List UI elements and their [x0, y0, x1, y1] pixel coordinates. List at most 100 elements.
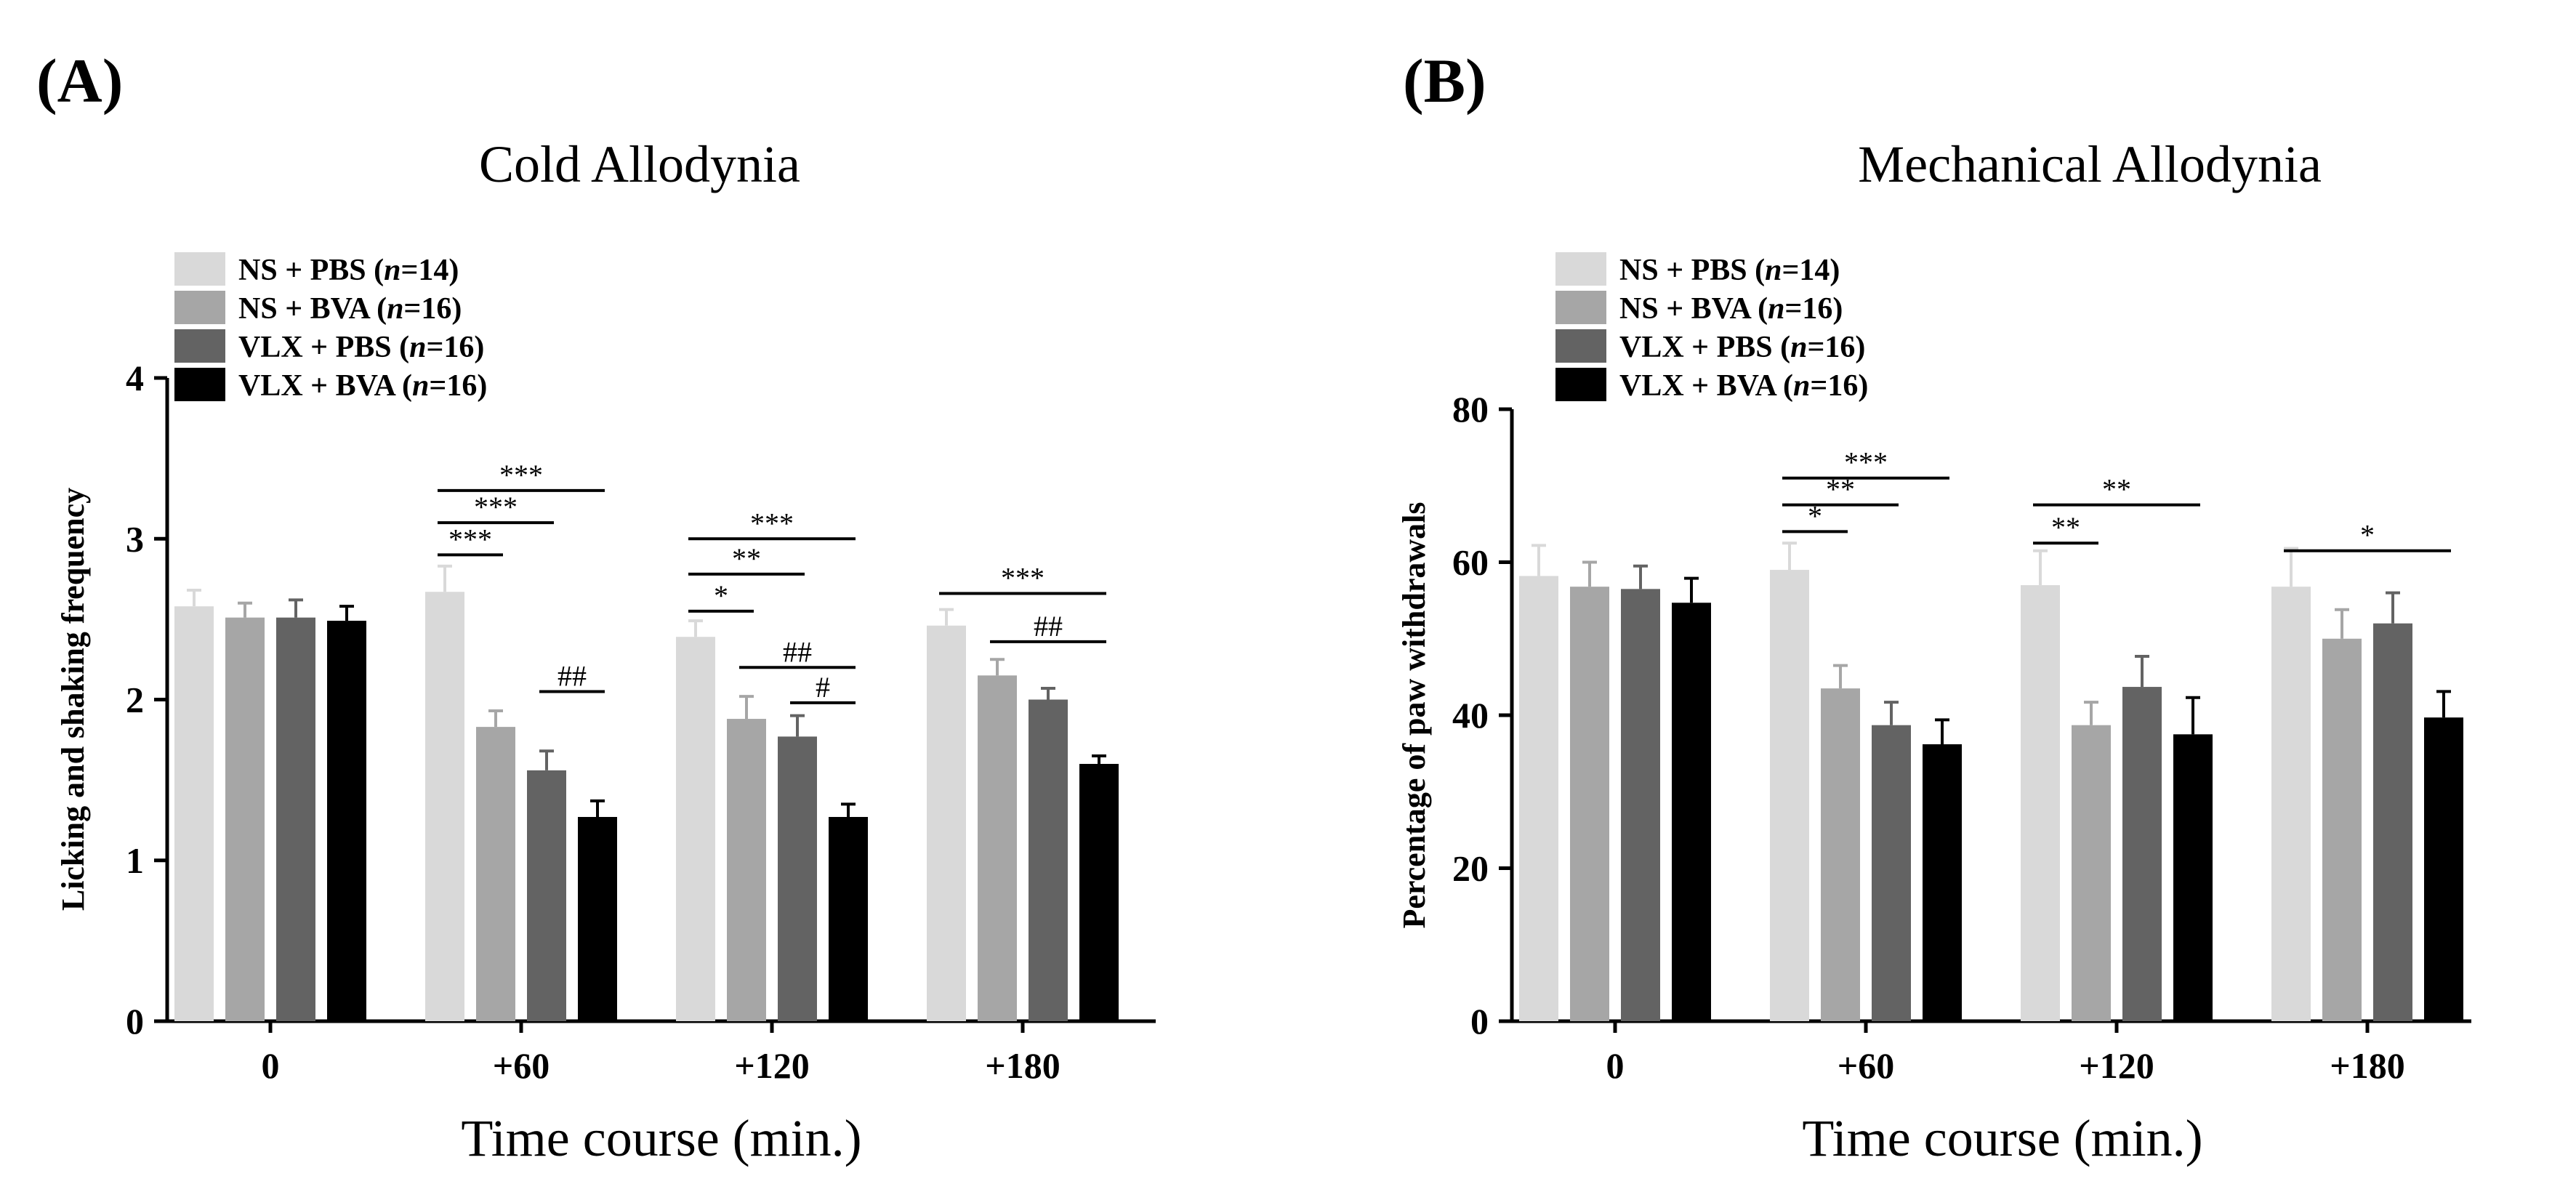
legend-entry-name: VLX + BVA ( — [238, 369, 412, 403]
y-axis-label: Percentage of paw withdrawals — [1396, 502, 1432, 929]
panel-label: (A) — [36, 46, 123, 116]
bar — [2322, 638, 2362, 1021]
legend-entry-name: NS + PBS ( — [1619, 254, 1765, 287]
bar — [927, 625, 966, 1021]
legend-entry-n: n — [409, 331, 426, 364]
y-tick-label: 20 — [1452, 848, 1489, 889]
bar — [1029, 699, 1068, 1021]
legend-entry-n: n — [1790, 331, 1807, 364]
legend-entry: VLX + BVA (n=16) — [238, 369, 487, 403]
legend-entry-count: =16) — [429, 369, 487, 403]
bar — [1872, 725, 1911, 1021]
bar — [1672, 603, 1711, 1021]
legend-entry: NS + PBS (n=14) — [1619, 254, 1840, 287]
legend-entry-count: =16) — [1807, 331, 1865, 364]
significance-label: *** — [499, 459, 543, 491]
legend-entry-count: =16) — [426, 331, 484, 364]
chart-title: Mechanical Allodynia — [1858, 135, 2322, 193]
legend-entry-name: NS + BVA ( — [238, 292, 387, 326]
bar — [2424, 717, 2463, 1021]
legend-entry: VLX + PBS (n=16) — [238, 331, 484, 364]
significance-label: *** — [1844, 446, 1888, 479]
x-axis-label: Time course (min.) — [1802, 1109, 2202, 1167]
significance-label: *** — [448, 523, 492, 555]
significance-label: # — [816, 671, 830, 704]
y-tick-label: 1 — [126, 840, 144, 881]
bar — [727, 719, 766, 1021]
y-tick-label: 4 — [126, 358, 144, 398]
x-tick-label: +60 — [1838, 1045, 1895, 1086]
bar — [829, 817, 868, 1021]
significance-label: ** — [732, 542, 761, 575]
legend-entry-n: n — [1793, 369, 1810, 403]
bar — [1519, 576, 1558, 1021]
x-axis-label: Time course (min.) — [461, 1109, 861, 1167]
x-tick-label: +120 — [2079, 1045, 2154, 1086]
bar — [2271, 587, 2311, 1021]
legend-entry-count: =14) — [401, 254, 459, 287]
bar — [174, 606, 214, 1021]
bar — [425, 592, 464, 1021]
legend-entry: NS + PBS (n=14) — [238, 254, 459, 287]
legend-swatch — [1555, 291, 1606, 324]
bar — [778, 736, 817, 1021]
bar — [476, 727, 515, 1021]
legend-entry-count: =16) — [403, 292, 462, 326]
bar — [2122, 687, 2162, 1021]
y-tick-label: 0 — [126, 1001, 144, 1042]
legend-entry-name: VLX + PBS ( — [238, 331, 409, 364]
legend-swatch — [174, 252, 225, 286]
bar — [1621, 589, 1660, 1021]
significance-label: ## — [1034, 610, 1063, 643]
legend-entry-count: =16) — [1810, 369, 1868, 403]
x-tick-label: +60 — [493, 1045, 550, 1086]
bar — [527, 770, 566, 1021]
bar — [578, 817, 617, 1021]
bar — [1821, 688, 1860, 1021]
bar — [225, 617, 265, 1021]
y-tick-label: 2 — [126, 680, 144, 720]
bar — [2173, 734, 2213, 1021]
legend-swatch — [1555, 368, 1606, 401]
legend-entry: NS + BVA (n=16) — [1619, 292, 1843, 326]
legend-entry-count: =14) — [1782, 254, 1840, 287]
significance-label: *** — [750, 507, 794, 539]
x-tick-label: +180 — [2330, 1045, 2405, 1086]
legend-entry: NS + BVA (n=16) — [238, 292, 462, 326]
bar — [2373, 623, 2412, 1021]
x-tick-label: +180 — [985, 1045, 1060, 1086]
legend-swatch — [1555, 329, 1606, 363]
y-tick-label: 0 — [1470, 1001, 1489, 1042]
significance-label: ** — [2051, 511, 2080, 544]
bar — [2021, 585, 2060, 1021]
legend-swatch — [174, 329, 225, 363]
legend-entry: VLX + BVA (n=16) — [1619, 369, 1868, 403]
significance-label: ** — [2102, 473, 2131, 506]
x-tick-label: 0 — [262, 1045, 280, 1086]
legend-entry-n: n — [1765, 254, 1782, 287]
legend-entry-name: VLX + BVA ( — [1619, 369, 1793, 403]
legend-swatch — [174, 368, 225, 401]
legend-entry-name: NS + BVA ( — [1619, 292, 1768, 326]
significance-label: *** — [1001, 561, 1045, 594]
y-axis-label: Licking and shaking frequency — [55, 488, 91, 911]
y-tick-label: 80 — [1452, 389, 1489, 430]
chart-panel-1: (B) Mechanical Allodynia 0 20 40 60 80 0 +60 +120… — [1396, 46, 2471, 1167]
bar — [2072, 725, 2111, 1021]
panel-label: (B) — [1403, 46, 1486, 116]
x-tick-label: 0 — [1606, 1045, 1625, 1086]
chart-title: Cold Allodynia — [479, 135, 800, 193]
legend-entry-n: n — [384, 254, 401, 287]
legend-entry-name: VLX + PBS ( — [1619, 331, 1790, 364]
legend-entry-name: NS + PBS ( — [238, 254, 384, 287]
significance-label: * — [714, 579, 728, 612]
legend-entry-n: n — [387, 292, 403, 326]
bar — [276, 617, 315, 1021]
bar — [1079, 764, 1119, 1021]
bar — [1923, 744, 1962, 1021]
legend-entry: VLX + PBS (n=16) — [1619, 331, 1865, 364]
y-tick-label: 60 — [1452, 542, 1489, 583]
significance-label: * — [1808, 499, 1822, 532]
